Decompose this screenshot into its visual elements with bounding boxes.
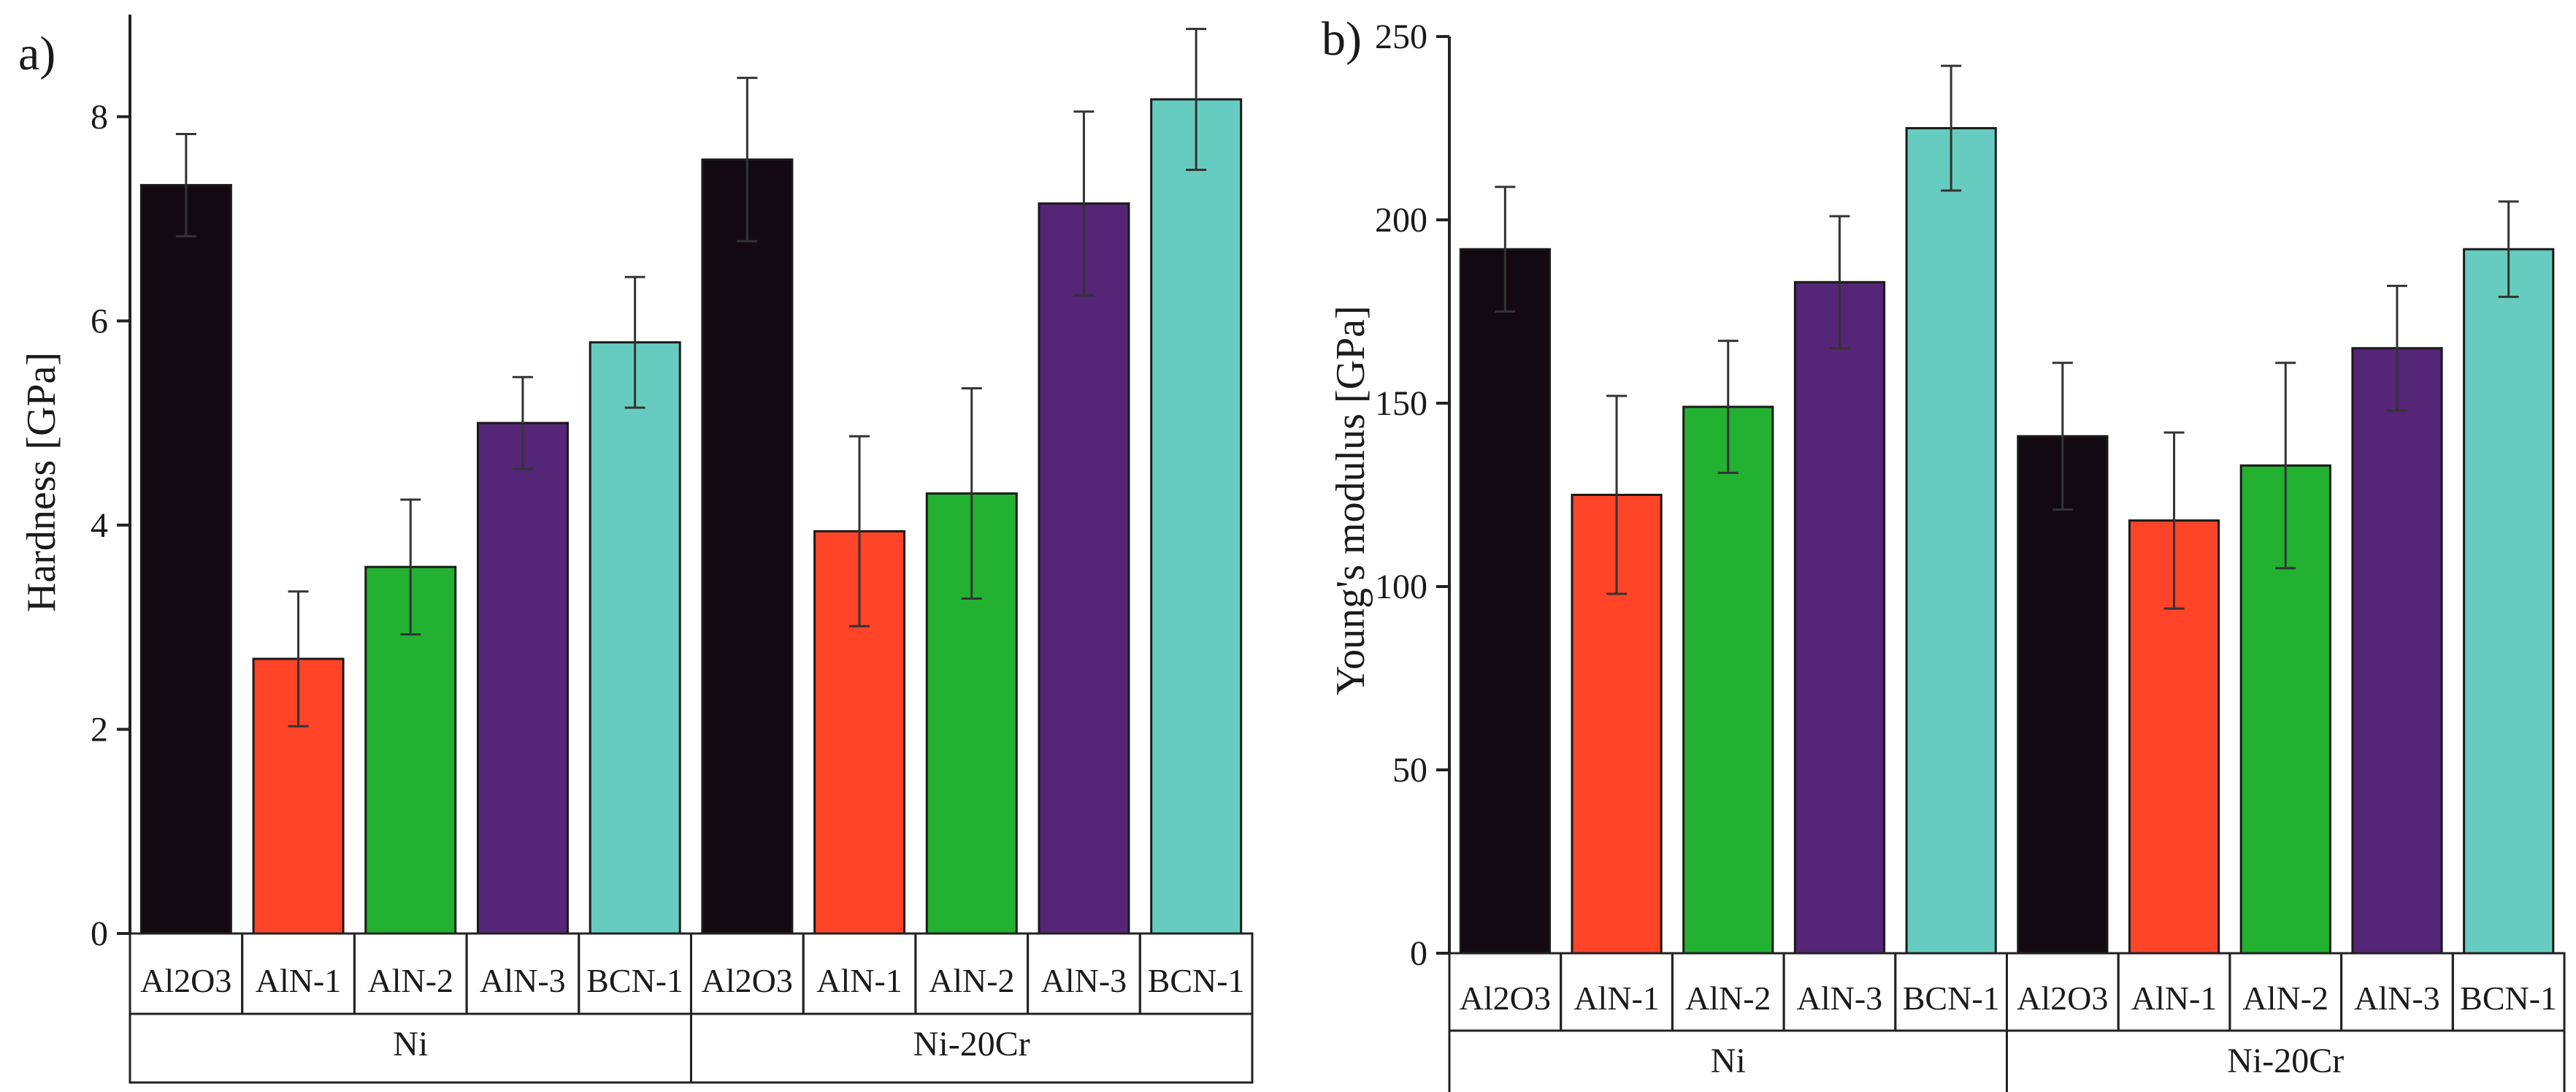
error-bar-ni-20cr-aln-2 <box>2275 362 2296 570</box>
error-bar-ni-aln-2 <box>400 498 421 635</box>
x-tick-label-al2o3: Al2O3 <box>2017 980 2108 1017</box>
y-tick-label-2: 2 <box>91 710 108 749</box>
group-cell <box>690 1012 1254 1084</box>
hardness-chart: a) Hardness [GPa] 0 2 4 6 8 Al2O3 AlN-1 AlN-2 Al… <box>18 15 1254 1084</box>
error-bar-ni-aln-3 <box>512 375 533 470</box>
x-tick-label-aln-2: AlN-2 <box>368 962 454 999</box>
error-bar-ni-aln-3 <box>1829 215 1850 350</box>
x-tick-label-aln-3: AlN-3 <box>1041 962 1127 999</box>
bar-ni-20cr-aln-3 <box>2351 347 2443 955</box>
x-tick-label-aln-2: AlN-2 <box>2243 980 2329 1017</box>
bar-ni-20cr-aln-3 <box>1038 202 1130 935</box>
x-tick-label-al2o3: Al2O3 <box>140 962 231 999</box>
bar-ni-aln-3 <box>477 421 569 935</box>
y-tick-label-8: 8 <box>91 98 108 137</box>
x-tick-label-bcn-1: BCN-1 <box>1148 962 1245 999</box>
x-tick-label-aln-2: AlN-2 <box>1685 980 1771 1017</box>
x-tick-label-aln-1: AlN-1 <box>256 962 342 999</box>
x-tick-label-bcn-1: BCN-1 <box>586 962 683 999</box>
error-bar-ni-20cr-al2o3 <box>737 77 758 243</box>
x-tick-label-aln-3: AlN-3 <box>480 962 566 999</box>
group-label-ni-20cr: Ni-20Cr <box>913 1025 1030 1064</box>
hardness-y-axis-label: Hardness [GPa] <box>19 352 64 612</box>
x-tick-label-aln-2: AlN-2 <box>929 962 1015 999</box>
modulus-y-axis-label: Young's modulus [GPa] <box>1328 305 1373 695</box>
bar-ni-aln-2 <box>1682 405 1774 955</box>
error-bar-ni-bcn-1 <box>624 275 645 409</box>
error-bar-ni-20cr-aln-2 <box>961 387 982 600</box>
group-label-ni-20cr: Ni-20Cr <box>2227 1042 2344 1080</box>
y-tick-label-0: 0 <box>91 915 108 953</box>
y-tick-label-4: 4 <box>91 506 108 545</box>
x-tick-label-aln-1: AlN-1 <box>1573 980 1660 1017</box>
bar-ni-20cr-bcn-1 <box>1150 98 1243 935</box>
bar-ni-20cr-bcn-1 <box>2463 248 2555 955</box>
bar-ni-20cr-al2o3 <box>701 159 794 935</box>
panel-label-b: b) <box>1322 12 1362 66</box>
error-bar-ni-aln-1 <box>288 590 309 728</box>
bar-ni-al2o3 <box>1459 248 1552 955</box>
error-bar-ni-aln-2 <box>1717 340 1739 474</box>
bar-ni-bcn-1 <box>1905 127 1997 955</box>
bar-ni-aln-3 <box>1793 280 1886 955</box>
error-bar-ni-20cr-aln-3 <box>1073 110 1095 297</box>
error-bar-ni-20cr-aln-1 <box>849 435 870 627</box>
x-tick-label-aln-3: AlN-3 <box>1797 980 1883 1017</box>
error-bar-ni-al2o3 <box>1495 186 1516 313</box>
x-tick-label-aln-3: AlN-3 <box>2354 980 2440 1017</box>
bar-ni-al2o3 <box>139 183 232 935</box>
x-tick-label-bcn-1: BCN-1 <box>2460 980 2557 1017</box>
y-tick-label-100: 100 <box>1375 568 1427 606</box>
group-cell <box>2006 1029 2566 1092</box>
x-tick-label-aln-1: AlN-1 <box>816 962 902 999</box>
y-tick-label-0: 0 <box>1410 934 1427 973</box>
x-tick-label-al2o3: Al2O3 <box>702 962 793 999</box>
error-bar-ni-20cr-bcn-1 <box>2498 200 2519 298</box>
error-bar-ni-20cr-aln-1 <box>2163 431 2185 610</box>
error-bar-ni-bcn-1 <box>1941 64 1962 192</box>
x-tick-label-al2o3: Al2O3 <box>1460 980 1551 1017</box>
bar-ni-bcn-1 <box>589 341 681 935</box>
x-tick-label-bcn-1: BCN-1 <box>1903 980 2000 1017</box>
error-bar-ni-20cr-aln-3 <box>2386 284 2407 412</box>
error-bar-ni-20cr-al2o3 <box>2052 362 2073 511</box>
y-tick-label-150: 150 <box>1375 384 1427 423</box>
y-tick-label-200: 200 <box>1375 201 1427 240</box>
bar-ni-20cr-al2o3 <box>2017 435 2109 955</box>
y-tick-label-250: 250 <box>1375 18 1427 56</box>
error-bar-ni-20cr-bcn-1 <box>1186 28 1207 171</box>
group-label-ni: Ni <box>393 1025 428 1064</box>
panel-label-a: a) <box>18 27 55 80</box>
error-bar-ni-al2o3 <box>175 133 196 237</box>
youngs-modulus-chart: b) Young's modulus [GPa] 0 50 100 150 200 250… <box>1322 12 2566 1092</box>
y-tick-label-6: 6 <box>91 302 108 340</box>
group-label-ni: Ni <box>1711 1042 1746 1080</box>
x-tick-label-aln-1: AlN-1 <box>2131 980 2217 1017</box>
y-tick-label-50: 50 <box>1392 751 1427 790</box>
error-bar-ni-aln-1 <box>1606 394 1628 595</box>
